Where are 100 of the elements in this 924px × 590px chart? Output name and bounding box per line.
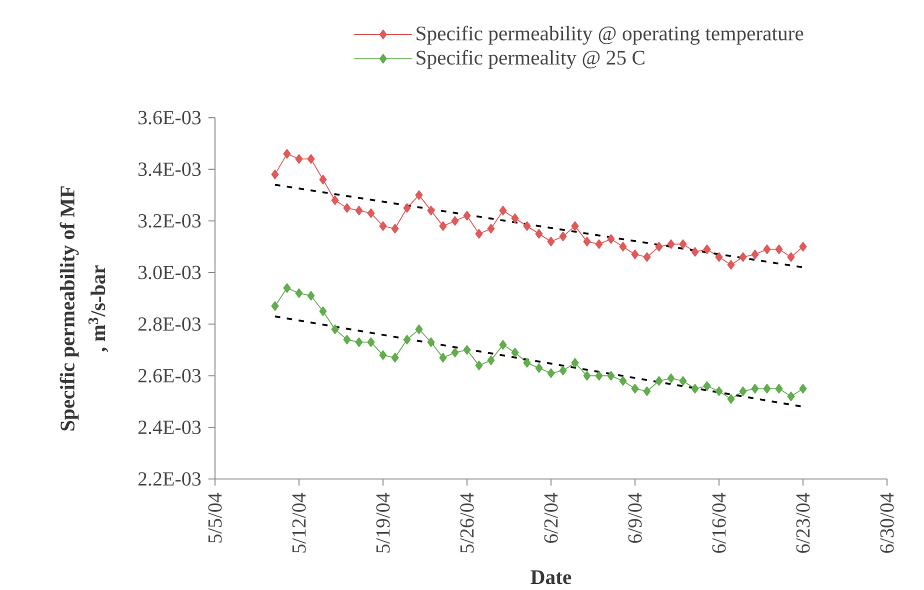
- point: [271, 170, 279, 180]
- x-axis-title: Date: [530, 570, 572, 584]
- point: [739, 252, 747, 262]
- x-tick-label: 6/16/04: [712, 492, 726, 553]
- point: [499, 340, 507, 350]
- point: [403, 334, 411, 344]
- point: [607, 370, 615, 381]
- point: [451, 348, 459, 358]
- point: [511, 213, 519, 224]
- point: [643, 386, 651, 396]
- x-tick-label: 6/2/04: [544, 492, 558, 543]
- point: [295, 288, 303, 298]
- point: [415, 324, 423, 334]
- point: [655, 242, 663, 252]
- point: [727, 394, 735, 404]
- point: [715, 252, 723, 262]
- legend-label: Specific permeality @ 25 C: [416, 50, 644, 69]
- point: [439, 221, 447, 231]
- point: [739, 386, 747, 396]
- point: [343, 203, 351, 213]
- point: [367, 208, 375, 218]
- point: [391, 352, 399, 363]
- point: [439, 352, 447, 363]
- point: [751, 250, 759, 260]
- point: [655, 376, 663, 386]
- point: [631, 384, 639, 394]
- point: [799, 242, 807, 252]
- point: [427, 337, 435, 348]
- point: [703, 244, 711, 254]
- point: [331, 195, 339, 206]
- point: [343, 334, 351, 344]
- point: [355, 337, 363, 348]
- point: [559, 232, 567, 242]
- point: [307, 290, 315, 301]
- point: [523, 221, 531, 231]
- point: [391, 224, 399, 234]
- point: [547, 236, 555, 246]
- point: [415, 190, 423, 200]
- point: [463, 210, 471, 221]
- point: [319, 174, 327, 184]
- point: [283, 148, 291, 159]
- point: [631, 250, 639, 260]
- point: [379, 350, 387, 360]
- point: [619, 242, 627, 252]
- point: [799, 384, 807, 394]
- point: [331, 324, 339, 334]
- point: [355, 206, 363, 216]
- legend-label: Specific permeability @ operating temperature: [416, 26, 804, 45]
- point: [667, 373, 675, 384]
- x-tick-label: 5/12/04: [292, 492, 306, 553]
- point: [307, 154, 315, 164]
- point: [271, 301, 279, 311]
- x-tick-label: 6/23/04: [796, 492, 810, 553]
- point: [727, 260, 735, 270]
- point: [679, 239, 687, 249]
- y-tick-label: 3.0E-03: [138, 266, 201, 280]
- point: [787, 252, 795, 262]
- point: [583, 236, 591, 246]
- y-tick-label: 2.8E-03: [138, 317, 201, 331]
- point: [547, 368, 555, 378]
- point: [667, 239, 675, 249]
- x-tick-label: 6/9/04: [628, 492, 642, 543]
- y-tick-label: 3.6E-03: [138, 110, 201, 124]
- point: [295, 154, 303, 164]
- point: [511, 348, 519, 358]
- point: [703, 381, 711, 391]
- point: [499, 206, 507, 216]
- point: [427, 206, 435, 216]
- x-tick-label: 5/19/04: [376, 492, 390, 553]
- y-tick-label: 2.6E-03: [138, 368, 201, 383]
- point: [691, 384, 699, 394]
- y-tick-label: 3.4E-03: [138, 162, 201, 176]
- point: [535, 363, 543, 373]
- point: [679, 376, 687, 386]
- point: [571, 221, 579, 231]
- point: [523, 358, 531, 368]
- y-tick-label: 2.2E-03: [138, 472, 201, 486]
- y-tick-label: 3.2E-03: [138, 214, 201, 228]
- point: [763, 244, 771, 254]
- point: [775, 244, 783, 254]
- x-tick-label: 5/26/04: [460, 492, 474, 553]
- point: [691, 247, 699, 257]
- point: [463, 345, 471, 355]
- point: [403, 203, 411, 213]
- point: [487, 224, 495, 234]
- point: [451, 216, 459, 226]
- point: [475, 228, 483, 239]
- point: [319, 306, 327, 316]
- x-tick-label: 5/5/04: [208, 492, 222, 543]
- point: [595, 370, 603, 381]
- point: [283, 283, 291, 293]
- point: [595, 239, 603, 249]
- point: [535, 228, 543, 239]
- point: [487, 355, 495, 366]
- point: [379, 221, 387, 231]
- point: [751, 384, 759, 394]
- point: [475, 360, 483, 370]
- point: [763, 384, 771, 394]
- point: [571, 358, 579, 368]
- point: [559, 366, 567, 376]
